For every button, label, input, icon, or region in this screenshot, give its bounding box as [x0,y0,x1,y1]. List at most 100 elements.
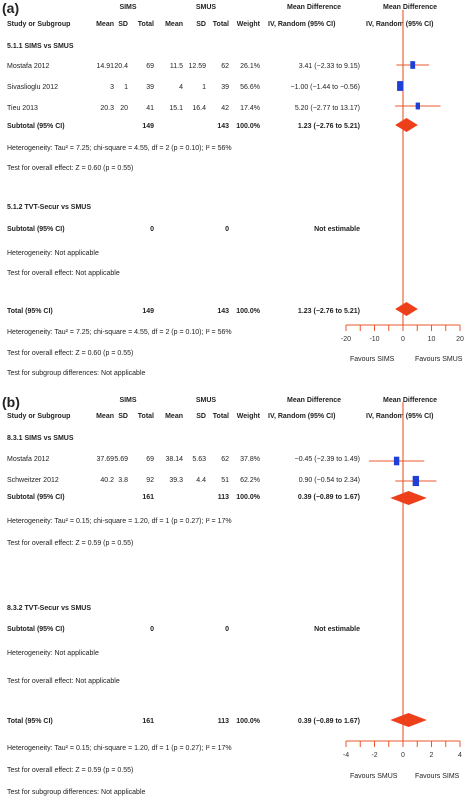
mean2: 38.14 [165,456,183,463]
favours-right-label: Favours SMUS [415,356,463,363]
study-name: Schweitzer 2012 [7,477,59,484]
sd2-header: SD [196,21,206,28]
mean2-header: Mean [165,413,183,420]
study-name: Mostafa 2012 [7,456,50,463]
mean2: 15.1 [169,105,183,112]
group1-header: SIMS [119,4,137,11]
md-ci: 0.90 (−0.54 to 2.34) [298,477,360,484]
sd1: 5.69 [114,456,128,463]
x-tick-label: -2 [371,752,377,759]
subtotal-weight: 100.0% [236,123,260,130]
total1-header: Total [137,21,154,28]
x-tick-label: 4 [458,752,462,759]
subtotal-diamond [395,118,418,132]
total1: 41 [146,105,154,112]
panel-label: (b) [2,394,20,410]
sd2: 1 [202,84,206,91]
heterogeneity-text: Heterogeneity: Tau² = 0.15; chi-square =… [7,518,232,525]
x-tick-label: -20 [341,336,351,343]
x-tick-label: 20 [456,336,464,343]
subgroup-title: 8.3.1 SIMS vs SMUS [7,435,74,442]
point-estimate-box [412,475,419,487]
md-ci: 3.41 (−2.33 to 9.15) [298,63,360,70]
total1-header: Total [137,413,154,420]
point-estimate-box [415,102,420,110]
subtotal-total1: 149 [142,123,154,130]
subtotal-ci: 0.39 (−0.89 to 1.67) [297,494,360,501]
total-diamond [395,302,418,316]
subtotal-total2: 113 [217,494,229,501]
sd2: 4.4 [196,477,206,484]
mean2-header: Mean [165,21,183,28]
x-tick-label: -4 [343,752,349,759]
plot-method-header: IV, Random (95% CI) [366,413,434,420]
subtotal-total1: 161 [142,494,154,501]
mean1: 14.91 [96,63,114,70]
heterogeneity-text: Heterogeneity: Not applicable [7,250,99,257]
x-tick-label: 0 [401,752,405,759]
subtotal-label: Subtotal (95% CI) [7,123,65,130]
weight: 62.2% [240,477,260,484]
subgroup-title: 5.1.2 TVT-Secur vs SMUS [7,204,92,211]
total-total2: 143 [217,308,229,315]
subtotal-ci: Not estimable [314,226,360,233]
total-effect-text: Test for overall effect: Z = 0.60 (p = 0… [7,350,134,357]
mean1-header: Mean [96,413,114,420]
subtotal-total1: 0 [150,226,154,233]
sd2: 5.63 [192,456,206,463]
mean1: 40.2 [100,477,114,484]
x-tick-label: 2 [430,752,434,759]
total-weight: 100.0% [236,718,260,725]
subgroup-title: 8.3.2 TVT-Secur vs SMUS [7,605,92,612]
x-tick-label: 10 [428,336,436,343]
sd1-header: SD [118,21,128,28]
sd2-header: SD [196,413,206,420]
x-tick-label: 0 [401,336,405,343]
total-total1: 149 [142,308,154,315]
subtotal-total2: 0 [225,226,229,233]
point-estimate-box [410,61,416,69]
md-method-header: IV, Random (95% CI) [268,21,336,28]
total1: 39 [146,84,154,91]
study-header: Study or Subgroup [7,21,71,28]
subtotal-ci: Not estimable [314,626,360,633]
total-heterogeneity-text: Heterogeneity: Tau² = 7.25; chi-square =… [7,329,232,336]
total-ci: 0.39 (−0.89 to 1.67) [297,718,360,725]
subtotal-total2: 0 [225,626,229,633]
total2: 62 [221,63,229,70]
subtotal-label: Subtotal (95% CI) [7,494,65,501]
overall-effect-text: Test for overall effect: Not applicable [7,270,120,277]
total2: 51 [221,477,229,484]
total-weight: 100.0% [236,308,260,315]
group1-header: SIMS [119,397,137,404]
overall-effect-text: Test for overall effect: Not applicable [7,678,120,685]
total1: 92 [146,477,154,484]
total2-header: Total [212,413,229,420]
mean2: 39.3 [169,477,183,484]
total-ci: 1.23 (−2.76 to 5.21) [297,308,360,315]
forest-plot-a: -20 -10 0 10 20 [341,10,464,343]
sd1: 3.8 [118,477,128,484]
subtotal-label: Subtotal (95% CI) [7,226,65,233]
total2: 42 [221,105,229,112]
study-name: Sivaslioglu 2012 [7,84,58,91]
subgroup-title: 5.1.1 SIMS vs SMUS [7,43,74,50]
heterogeneity-text: Heterogeneity: Tau² = 7.25; chi-square =… [7,145,232,152]
plot-method-header: IV, Random (95% CI) [366,21,434,28]
sd2: 16.4 [192,105,206,112]
mean1-header: Mean [96,21,114,28]
weight: 26.1% [240,63,260,70]
sd1: 20 [120,105,128,112]
sd1-header: SD [118,413,128,420]
subtotal-total1: 0 [150,626,154,633]
sd2: 12.59 [188,63,206,70]
weight-header: Weight [236,413,260,420]
sd1: 1 [124,84,128,91]
total-label: Total (95% CI) [7,718,53,725]
total2: 62 [221,456,229,463]
md-header: Mean Difference [287,397,342,404]
group2-header: SMUS [195,4,217,11]
total-heterogeneity-text: Heterogeneity: Tau² = 0.15; chi-square =… [7,745,232,752]
point-estimate-box [397,81,404,91]
md-ci: 5.20 (−2.77 to 13.17) [294,105,360,112]
